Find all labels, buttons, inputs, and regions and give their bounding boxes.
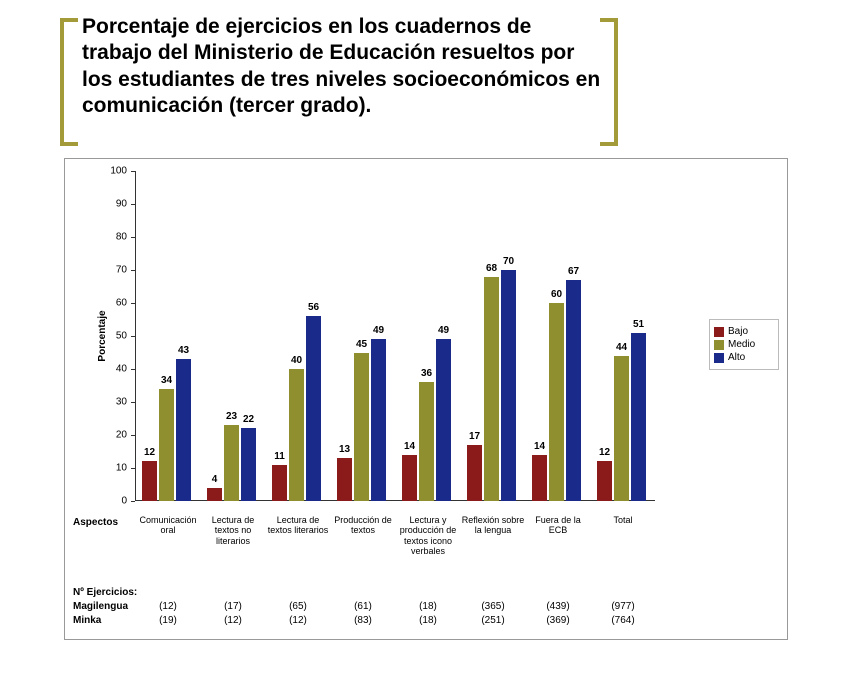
bar-value-label: 56 xyxy=(308,302,319,313)
bar-bajo: 12 xyxy=(142,461,157,501)
bar-medio: 68 xyxy=(484,277,499,501)
chart-title: Porcentaje de ejercicios en los cuaderno… xyxy=(82,14,602,119)
x-category-label: Comunicación oral xyxy=(136,515,201,536)
row2-label: Minka xyxy=(73,615,101,626)
bar-medio: 23 xyxy=(224,425,239,501)
bar-medio: 34 xyxy=(159,389,174,501)
x-category-label: Producción de textos xyxy=(331,515,396,536)
bar-value-label: 49 xyxy=(373,325,384,336)
chart-container: Porcentaje 01020304050607080901001234434… xyxy=(64,158,788,640)
row1-label: Magilengua xyxy=(73,601,128,612)
minka-count: (83) xyxy=(331,615,396,626)
minka-count: (251) xyxy=(461,615,526,626)
bar-value-label: 22 xyxy=(243,414,254,425)
bar-value-label: 67 xyxy=(568,266,579,277)
legend-item: Alto xyxy=(714,352,774,363)
bar-value-label: 70 xyxy=(503,256,514,267)
minka-count: (18) xyxy=(396,615,461,626)
bar-value-label: 40 xyxy=(291,355,302,366)
bar-value-label: 45 xyxy=(356,339,367,350)
bar-bajo: 17 xyxy=(467,445,482,501)
aspectos-label: Aspectos xyxy=(73,517,118,528)
x-category-label: Lectura de textos no literarios xyxy=(201,515,266,546)
minka-count: (369) xyxy=(526,615,591,626)
magilengua-count: (61) xyxy=(331,601,396,612)
magilengua-count: (18) xyxy=(396,601,461,612)
legend-item: Medio xyxy=(714,339,774,350)
bar-bajo: 14 xyxy=(402,455,417,501)
bar-value-label: 12 xyxy=(599,447,610,458)
ejercicios-label: Nº Ejercicios: xyxy=(73,587,137,598)
bar-medio: 45 xyxy=(354,353,369,502)
bar-alto: 22 xyxy=(241,428,256,501)
bar-value-label: 13 xyxy=(339,444,350,455)
bar-medio: 60 xyxy=(549,303,564,501)
legend-label: Alto xyxy=(728,352,745,363)
minka-count: (19) xyxy=(136,615,201,626)
magilengua-count: (365) xyxy=(461,601,526,612)
x-category-label: Total xyxy=(591,515,656,525)
legend-item: Bajo xyxy=(714,326,774,337)
bar-bajo: 14 xyxy=(532,455,547,501)
minka-count: (12) xyxy=(266,615,331,626)
bar-value-label: 4 xyxy=(212,474,218,485)
legend-label: Bajo xyxy=(728,326,748,337)
bar-value-label: 12 xyxy=(144,447,155,458)
bar-alto: 67 xyxy=(566,280,581,501)
bar-value-label: 14 xyxy=(404,441,415,452)
legend-swatch xyxy=(714,353,724,363)
bar-value-label: 49 xyxy=(438,325,449,336)
magilengua-count: (65) xyxy=(266,601,331,612)
legend-swatch xyxy=(714,340,724,350)
bar-value-label: 51 xyxy=(633,319,644,330)
bar-value-label: 34 xyxy=(161,375,172,386)
magilengua-count: (17) xyxy=(201,601,266,612)
bar-value-label: 44 xyxy=(616,342,627,353)
chart-plot: Porcentaje 01020304050607080901001234434… xyxy=(135,171,655,501)
legend-label: Medio xyxy=(728,339,755,350)
bar-alto: 43 xyxy=(176,359,191,501)
bar-value-label: 14 xyxy=(534,441,545,452)
minka-count: (12) xyxy=(201,615,266,626)
magilengua-count: (439) xyxy=(526,601,591,612)
x-category-label: Lectura y producción de textos icono ver… xyxy=(396,515,461,556)
bar-medio: 40 xyxy=(289,369,304,501)
bar-bajo: 12 xyxy=(597,461,612,501)
magilengua-count: (977) xyxy=(591,601,656,612)
bar-value-label: 60 xyxy=(551,289,562,300)
bar-value-label: 23 xyxy=(226,411,237,422)
bar-medio: 44 xyxy=(614,356,629,501)
magilengua-count: (12) xyxy=(136,601,201,612)
bar-value-label: 17 xyxy=(469,431,480,442)
bar-medio: 36 xyxy=(419,382,434,501)
bar-value-label: 68 xyxy=(486,263,497,274)
bar-value-label: 11 xyxy=(274,451,285,462)
x-category-label: Fuera de la ECB xyxy=(526,515,591,536)
x-category-label: Reflexión sobre la lengua xyxy=(461,515,526,536)
legend: Bajo Medio Alto xyxy=(709,319,779,370)
bar-alto: 49 xyxy=(371,339,386,501)
x-category-label: Lectura de textos literarios xyxy=(266,515,331,536)
minka-count: (764) xyxy=(591,615,656,626)
bar-value-label: 36 xyxy=(421,368,432,379)
bar-bajo: 4 xyxy=(207,488,222,501)
bar-bajo: 13 xyxy=(337,458,352,501)
bar-alto: 70 xyxy=(501,270,516,501)
title-bracket-right xyxy=(600,18,618,146)
title-bracket-left xyxy=(60,18,78,146)
bar-bajo: 11 xyxy=(272,465,287,501)
bar-alto: 51 xyxy=(631,333,646,501)
bar-value-label: 43 xyxy=(178,345,189,356)
bar-alto: 49 xyxy=(436,339,451,501)
legend-swatch xyxy=(714,327,724,337)
bar-alto: 56 xyxy=(306,316,321,501)
